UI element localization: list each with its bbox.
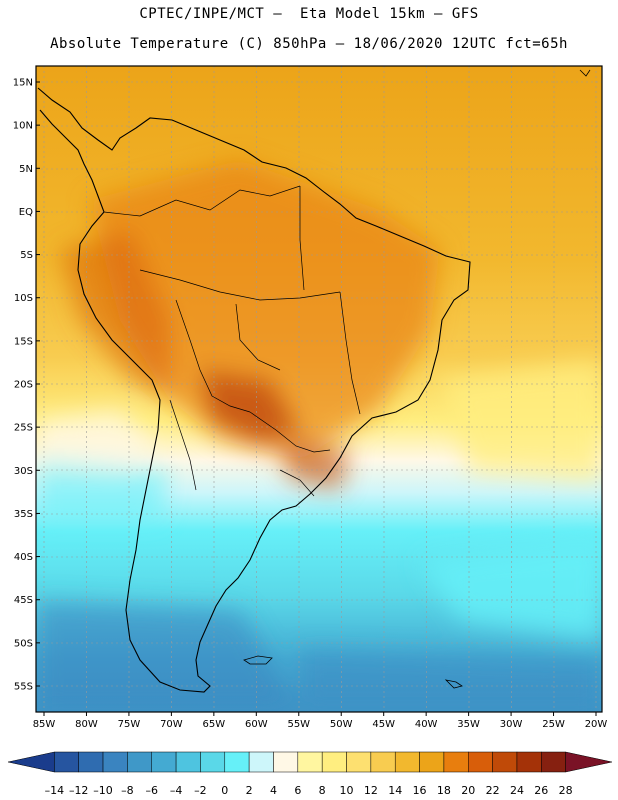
lat-label-30s: 30S xyxy=(14,466,33,477)
lat-label-50s: 50S xyxy=(14,638,33,649)
lat-label-5s: 5S xyxy=(20,250,33,261)
colorbar-swatch xyxy=(346,751,372,773)
lat-label-20s: 20S xyxy=(14,380,33,391)
colorbar-swatch xyxy=(54,751,79,773)
colorbar-label: –6 xyxy=(145,784,158,797)
lat-label-55s: 55S xyxy=(14,682,33,693)
lon-label-50w: 50W xyxy=(330,719,353,730)
colorbar: –14 –12 –10 –8 –6 –4 –2 0 2 4 6 8 10 12 14 16 18 20 22 24 26… xyxy=(7,751,613,797)
map-title-line1: CPTEC/INPE/MCT – Eta Model 15km – GFS xyxy=(139,6,479,22)
colorbar-swatch xyxy=(200,751,226,773)
colorbar-swatch xyxy=(468,751,493,773)
lat-label-eq: EQ xyxy=(19,207,33,218)
colorbar-label: –14 xyxy=(45,784,65,797)
colorbar-label: 18 xyxy=(437,784,451,797)
colorbar-swatch xyxy=(248,751,274,773)
lon-label-65w: 65W xyxy=(203,719,226,730)
longitude-labels: 85W 80W 75W 70W 65W 60W 55W 50W 45W 40W 35W 30W 25W 2… xyxy=(33,719,608,730)
colorbar-label: 8 xyxy=(319,784,326,797)
colorbar-swatch xyxy=(78,751,104,773)
lon-label-30w: 30W xyxy=(500,719,523,730)
colorbar-label: –12 xyxy=(69,784,89,797)
lon-label-55w: 55W xyxy=(287,719,310,730)
colorbar-swatch xyxy=(297,751,323,773)
colorbar-swatch xyxy=(516,751,542,773)
lat-label-10n: 10N xyxy=(13,121,33,132)
lon-label-80w: 80W xyxy=(75,719,98,730)
colorbar-swatch xyxy=(370,751,396,773)
colorbar-label: 4 xyxy=(270,784,277,797)
lat-label-45s: 45S xyxy=(14,595,33,606)
lon-label-85w: 85W xyxy=(33,719,56,730)
temperature-map: 85W 80W 75W 70W 65W 60W 55W 50W 45W 40W 35W 30W 25W 2… xyxy=(13,65,608,730)
lon-label-60w: 60W xyxy=(245,719,268,730)
colorbar-label: –10 xyxy=(93,784,113,797)
colorbar-swatch xyxy=(127,751,152,773)
colorbar-swatch xyxy=(419,751,445,773)
lat-label-5n: 5N xyxy=(19,164,33,175)
lat-label-15n: 15N xyxy=(13,78,33,89)
colorbar-swatch xyxy=(492,751,518,773)
colorbar-swatch xyxy=(443,751,469,773)
colorbar-label: 14 xyxy=(388,784,402,797)
colorbar-swatch xyxy=(394,751,420,773)
lon-label-45w: 45W xyxy=(372,719,395,730)
colorbar-swatch xyxy=(273,751,299,773)
colorbar-label: –4 xyxy=(170,784,183,797)
colorbar-arrow-high xyxy=(565,751,613,773)
lon-label-40w: 40W xyxy=(415,719,438,730)
map-title-line2: Absolute Temperature (C) 850hPa – 18/06/… xyxy=(50,36,568,52)
colorbar-swatch xyxy=(151,751,177,773)
lat-label-40s: 40S xyxy=(14,552,33,563)
colorbar-label: –8 xyxy=(121,784,134,797)
colorbar-label: 12 xyxy=(364,784,378,797)
lon-label-25w: 25W xyxy=(542,719,565,730)
south-america-coastline xyxy=(37,87,471,693)
colorbar-label: 0 xyxy=(221,784,228,797)
colorbar-label: 10 xyxy=(340,784,354,797)
lon-label-70w: 70W xyxy=(160,719,183,730)
temperature-field xyxy=(36,66,602,712)
colorbar-swatch xyxy=(102,751,128,773)
lon-label-75w: 75W xyxy=(118,719,141,730)
colorbar-label: –2 xyxy=(194,784,207,797)
colorbar-label: 2 xyxy=(246,784,253,797)
colorbar-swatch xyxy=(224,751,250,773)
colorbar-label: 24 xyxy=(510,784,524,797)
colorbar-label: 6 xyxy=(294,784,301,797)
lon-label-35w: 35W xyxy=(457,719,480,730)
colorbar-label: 20 xyxy=(461,784,475,797)
colorbar-swatch xyxy=(175,751,201,773)
colorbar-arrow-low xyxy=(7,751,55,773)
colorbar-swatch xyxy=(541,751,566,773)
lat-label-25s: 25S xyxy=(14,423,33,434)
lon-label-20w: 20W xyxy=(585,719,608,730)
colorbar-swatch xyxy=(321,751,347,773)
map-frame xyxy=(35,65,603,713)
colorbar-label: 26 xyxy=(534,784,548,797)
colorbar-label: 22 xyxy=(486,784,500,797)
lat-label-15s: 15S xyxy=(14,336,33,347)
colorbar-label: 16 xyxy=(413,784,427,797)
latitude-labels: 15N 10N 5N EQ 5S 10S 15S 20S 25S 30S 35S 40S 45S 50S 5… xyxy=(13,78,33,693)
country-borders xyxy=(103,185,361,497)
colorbar-label: 28 xyxy=(559,784,573,797)
lat-label-35s: 35S xyxy=(14,509,33,520)
lat-label-10s: 10S xyxy=(14,293,33,304)
